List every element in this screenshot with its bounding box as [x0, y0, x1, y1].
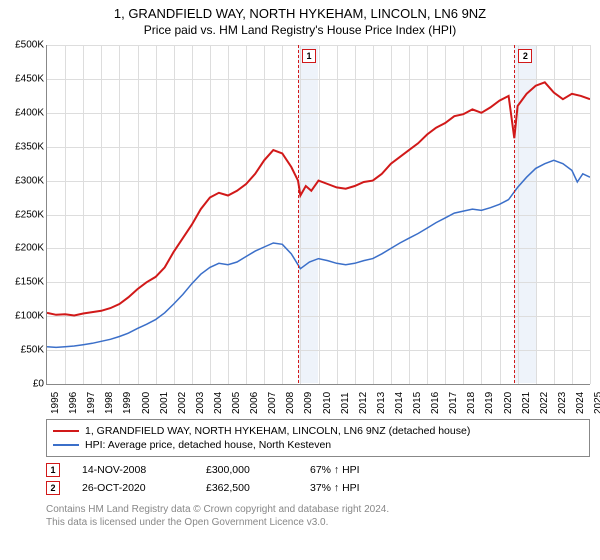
chart-container: 1, GRANDFIELD WAY, NORTH HYKEHAM, LINCOL…	[0, 0, 600, 529]
xtick-label: 2022	[539, 392, 550, 414]
ytick-label: £50K	[4, 345, 44, 356]
xtick-label: 2023	[557, 392, 568, 414]
ytick-label: £0	[4, 379, 44, 390]
legend-swatch	[53, 444, 79, 446]
sale-date: 14-NOV-2008	[82, 464, 202, 476]
ytick-label: £450K	[4, 73, 44, 84]
sale-date: 26-OCT-2020	[82, 482, 202, 494]
xtick-label: 2009	[303, 392, 314, 414]
xtick-label: 2019	[484, 392, 495, 414]
xtick-label: 2025	[593, 392, 600, 414]
xtick-label: 2006	[249, 392, 260, 414]
sale-price: £362,500	[206, 482, 306, 494]
ytick-label: £400K	[4, 107, 44, 118]
chart-subtitle: Price paid vs. HM Land Registry's House …	[0, 23, 600, 37]
sale-price: £300,000	[206, 464, 306, 476]
xtick-label: 2002	[177, 392, 188, 414]
footnote: Contains HM Land Registry data © Crown c…	[46, 503, 590, 529]
legend-label: HPI: Average price, detached house, Nort…	[85, 439, 331, 451]
legend-label: 1, GRANDFIELD WAY, NORTH HYKEHAM, LINCOL…	[85, 425, 470, 437]
title-block: 1, GRANDFIELD WAY, NORTH HYKEHAM, LINCOL…	[0, 0, 600, 41]
footnote-line: This data is licensed under the Open Gov…	[46, 516, 590, 529]
xtick-label: 1995	[50, 392, 61, 414]
ytick-label: £100K	[4, 311, 44, 322]
xtick-label: 2012	[358, 392, 369, 414]
sale-pct: 37% ↑ HPI	[310, 482, 360, 494]
sale-row: 1 14-NOV-2008 £300,000 67% ↑ HPI	[46, 461, 590, 479]
legend: 1, GRANDFIELD WAY, NORTH HYKEHAM, LINCOL…	[46, 419, 590, 457]
ytick-label: £300K	[4, 175, 44, 186]
ytick-label: £150K	[4, 277, 44, 288]
xtick-label: 1999	[122, 392, 133, 414]
line-layer	[47, 45, 590, 384]
xtick-label: 2016	[430, 392, 441, 414]
chart-title: 1, GRANDFIELD WAY, NORTH HYKEHAM, LINCOL…	[0, 6, 600, 21]
footnote-line: Contains HM Land Registry data © Crown c…	[46, 503, 590, 516]
xtick-label: 2017	[448, 392, 459, 414]
sale-marker-mini: 1	[46, 463, 60, 477]
xtick-label: 2011	[340, 392, 351, 414]
sale-marker-line	[514, 45, 515, 383]
xtick-label: 2015	[412, 392, 423, 414]
plot-area: 12	[46, 45, 590, 385]
xtick-label: 2005	[231, 392, 242, 414]
legend-row: HPI: Average price, detached house, Nort…	[53, 438, 583, 452]
xtick-label: 2000	[141, 392, 152, 414]
sale-marker-box: 2	[518, 49, 532, 63]
gridline-v	[590, 45, 591, 384]
xtick-label: 1997	[86, 392, 97, 414]
xtick-label: 1998	[104, 392, 115, 414]
xtick-label: 2007	[267, 392, 278, 414]
ytick-label: £200K	[4, 243, 44, 254]
sale-marker-box: 1	[302, 49, 316, 63]
xtick-label: 1996	[68, 392, 79, 414]
xtick-label: 2001	[159, 392, 170, 414]
sales-table: 1 14-NOV-2008 £300,000 67% ↑ HPI 2 26-OCT-202…	[46, 461, 590, 497]
xtick-label: 2003	[195, 392, 206, 414]
ytick-label: £500K	[4, 40, 44, 51]
xtick-label: 2018	[466, 392, 477, 414]
xtick-label: 2021	[521, 392, 532, 414]
ytick-label: £250K	[4, 209, 44, 220]
legend-swatch	[53, 430, 79, 432]
sale-marker-line	[298, 45, 299, 383]
xtick-label: 2004	[213, 392, 224, 414]
xtick-label: 2020	[503, 392, 514, 414]
series-line-hpi	[47, 160, 590, 347]
sale-marker-mini: 2	[46, 481, 60, 495]
xtick-label: 2014	[394, 392, 405, 414]
legend-row: 1, GRANDFIELD WAY, NORTH HYKEHAM, LINCOL…	[53, 424, 583, 438]
xtick-label: 2013	[376, 392, 387, 414]
ytick-label: £350K	[4, 141, 44, 152]
xtick-label: 2024	[575, 392, 586, 414]
chart-area: 12 £0£50K£100K£150K£200K£250K£300K£350K£…	[4, 41, 596, 413]
xtick-label: 2008	[285, 392, 296, 414]
xtick-label: 2010	[322, 392, 333, 414]
sale-pct: 67% ↑ HPI	[310, 464, 360, 476]
sale-row: 2 26-OCT-2020 £362,500 37% ↑ HPI	[46, 479, 590, 497]
